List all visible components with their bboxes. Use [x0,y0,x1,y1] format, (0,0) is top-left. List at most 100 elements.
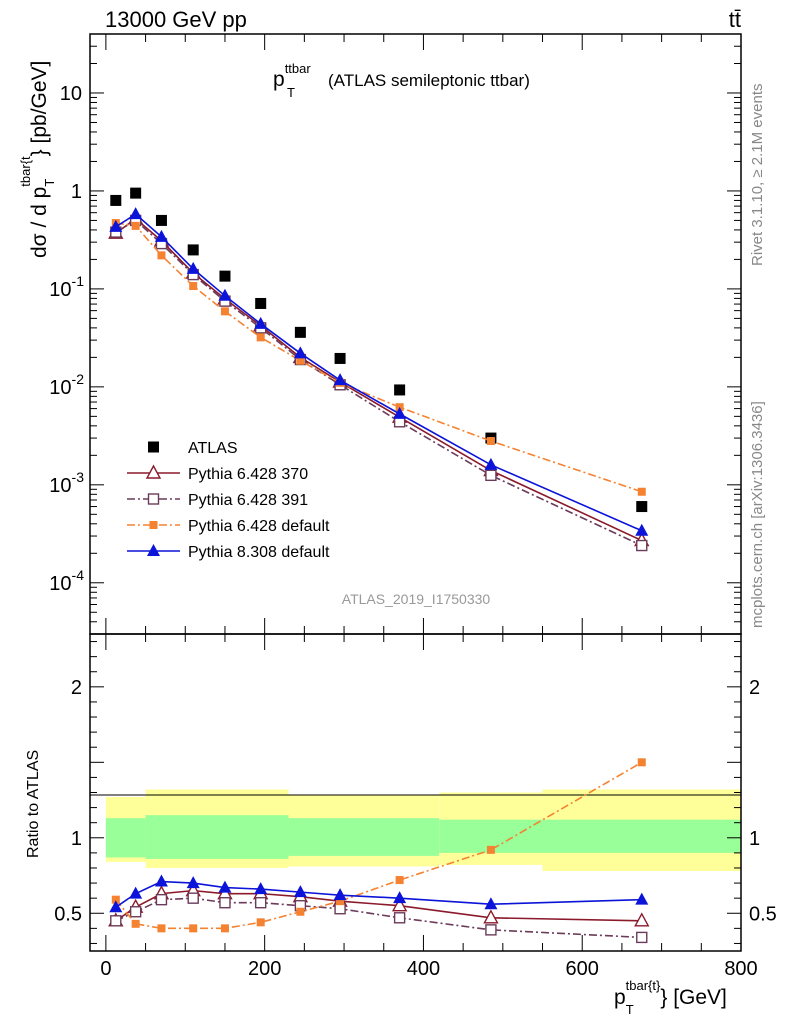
point-data [110,194,122,206]
analysis-watermark: ATLAS_2019_I1750330 [342,591,491,607]
ratio-y-tick-label-right: 0.5 [749,903,777,925]
legend-marker-py6_default [149,521,158,529]
ratio-point-py6_default [131,919,140,928]
ratio-point-py6_default [220,924,229,933]
point-py6_default [157,251,166,260]
point-py6_default [131,221,140,230]
point-py8_default [254,316,268,329]
ratio-point-py8_default [293,885,307,898]
legend-marker-py8_default [147,544,160,556]
point-py8_default [484,457,498,470]
band-inner-segment [105,818,146,858]
x-tick-label: 400 [407,958,440,980]
x-tick-label: 800 [724,958,757,980]
xlabel-part-2: T [626,1002,634,1017]
plot-title: pttbar T (ATLAS semileptonic ttbar) [273,61,530,100]
legend-marker-data [148,441,159,453]
ratio-point-py6_default [395,876,404,885]
ratio-y-label: Ratio to ATLAS [25,750,42,858]
legend-entry-py6_391: Pythia 6.428 391 [127,492,308,509]
ylabel-part-4: } [pb/GeV] [28,61,51,157]
point-py6_default [256,333,265,342]
ratio-point-py6_391 [219,896,231,909]
ratio-point-py6_391 [393,912,406,924]
point-data [187,244,199,256]
band-inner-segment [542,819,741,853]
series-py8_default [109,207,649,536]
ratio-y-tick-label: 2 [71,677,82,699]
main-y-tick-label: 10-3 [49,469,84,497]
legend-entry-py6_370: Pythia 6.428 370 [127,464,308,483]
title-p: p [273,68,285,91]
ratio-series-py8_default [109,874,649,913]
ratio-point-py6_391 [334,903,346,915]
main-y-tick-label: 10-2 [49,371,84,399]
main-y-axis: 10 1 10-1 10-2 10-3 10-4 [49,33,741,635]
series-data [110,187,648,513]
legend-marker-py6_370 [145,464,162,479]
ratio-line-py6_default [115,761,643,930]
ratio-uncertainty-bands [105,789,741,871]
point-py8_default [333,373,347,386]
xlabel-part-3: tbar{t} [626,978,661,993]
point-data [219,270,231,282]
ratio-point-py8_default [186,876,200,889]
point-data [394,384,406,396]
ratio-point-py8_default [393,891,407,904]
band-inner-segment [145,815,289,859]
ratio-y-tick-label: 1 [71,828,82,850]
point-py8_default [635,523,649,536]
point-py6_default [220,307,229,316]
ratio-series-layer [108,758,650,944]
point-data [334,352,346,364]
ratio-y-tick-label: 0.5 [54,903,82,925]
ratio-point-py8_default [129,886,143,899]
ratio-point-py8_default [333,888,347,901]
ratio-point-py8_default [484,897,498,910]
header-process: 13000 GeV pp [105,7,247,32]
point-py8_default [109,219,123,232]
point-py8_default [218,288,232,301]
point-py8_default [154,229,168,242]
ratio-point-py6_default [296,907,305,916]
point-py6_default [296,356,305,365]
side-label-mcplots: mcplots.cern.ch [arXiv:1306.3436] [749,401,766,628]
ratio-point-py6_default [336,897,345,906]
legend-entry-py8_default: Pythia 8.308 default [127,544,330,561]
ylabel-part-1: dσ / d p [28,187,51,258]
ratio-point-py6_391 [187,892,199,904]
point-py6_default [637,487,646,496]
ratio-point-py8_default [218,880,232,893]
point-py8_default [129,207,143,220]
xlabel-part-4: } [GeV] [660,986,727,1009]
point-py6_default [189,282,198,291]
point-data [294,326,306,338]
ratio-point-py8_default [109,900,123,913]
ratio-point-py6_391 [129,906,142,918]
point-py8_default [293,346,307,359]
ratio-point-py6_default [637,758,646,767]
main-y-tick-label: 10-1 [49,273,84,301]
series-line-py8_default [115,213,643,532]
ratio-point-py6_default [189,924,198,933]
ratio-point-py6_370 [483,909,499,924]
ratio-point-py6_391 [636,931,648,944]
main-y-tick-label: 10 [60,83,82,105]
ratio-point-py6_391 [254,896,267,909]
legend: ATLAS Pythia 6.428 370 Pythia 6.428 391 Pyt… [127,440,330,561]
point-py8_default [186,261,200,274]
ratio-y-tick-label-right: 1 [749,828,760,850]
band-inner-segment [288,818,440,856]
point-data [636,501,648,513]
title-sup: ttbar [285,61,312,76]
x-axis-label: pTtbar{t}} [GeV] [614,978,727,1017]
ratio-point-py6_default [256,918,265,927]
legend-entry-py6_default: Pythia 6.428 default [127,518,330,535]
ratio-point-py8_default [154,874,168,887]
ratio-y-tick-label-right: 2 [749,677,760,699]
legend-label-py6_391: Pythia 6.428 391 [188,492,308,509]
ratio-series-py6_391 [110,892,648,944]
x-tick-label: 0 [100,958,111,980]
side-label-rivet: Rivet 3.1.10, ≥ 2.1M events [749,84,766,267]
legend-label-py8_default: Pythia 8.308 default [188,544,330,561]
